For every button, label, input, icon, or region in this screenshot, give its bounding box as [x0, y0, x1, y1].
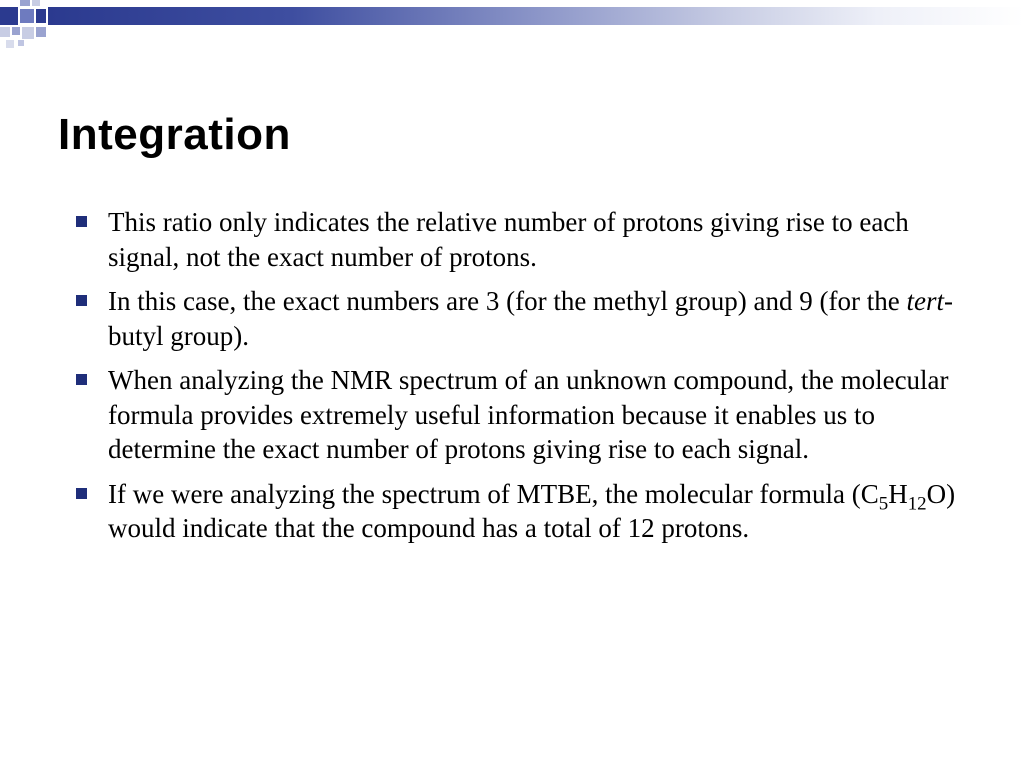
decor-square — [0, 27, 10, 37]
bullet-item: When analyzing the NMR spectrum of an un… — [72, 363, 964, 467]
bullet-item: If we were analyzing the spectrum of MTB… — [72, 477, 964, 546]
decor-square — [32, 0, 40, 6]
slide-title: Integration — [58, 110, 291, 160]
decor-square — [0, 7, 18, 25]
corner-squares — [0, 0, 50, 50]
bullet-item: This ratio only indicates the relative n… — [72, 205, 964, 274]
bullet-item: In this case, the exact numbers are 3 (f… — [72, 284, 964, 353]
gradient-bar — [48, 7, 1024, 25]
decor-square — [12, 27, 20, 35]
decor-square — [36, 27, 46, 37]
decor-square — [36, 9, 46, 23]
decor-square — [18, 40, 24, 46]
decor-square — [22, 27, 34, 39]
slide-body: This ratio only indicates the relative n… — [72, 205, 964, 556]
decor-square — [6, 40, 14, 48]
decor-square — [20, 9, 34, 23]
decor-square — [20, 0, 30, 6]
header-decoration — [0, 0, 1024, 38]
bullet-list: This ratio only indicates the relative n… — [72, 205, 964, 546]
